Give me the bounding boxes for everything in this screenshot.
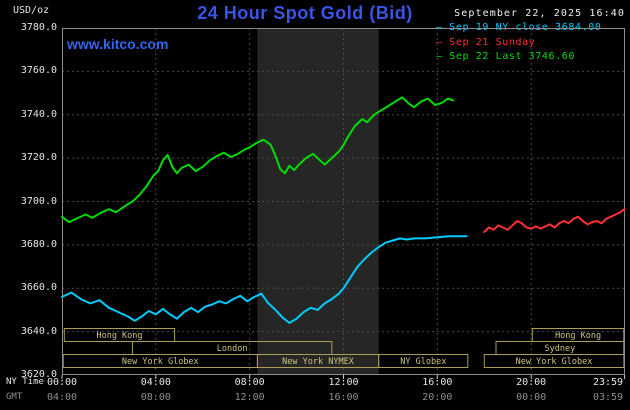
x-axis-tick-label-ny: 12:00 — [328, 377, 359, 388]
session-box — [63, 328, 176, 342]
y-axis-tick-label: 3700.0 — [20, 195, 57, 207]
x-axis-name-gmt: GMT — [6, 392, 23, 402]
legend-item: – Sep 22 Last 3746.60 — [436, 51, 576, 62]
x-axis-name-ny-time: NY Time — [6, 377, 44, 387]
y-axis-tick-label: 3620.0 — [20, 369, 57, 380]
y-axis-tick-label: 3780.0 — [20, 22, 57, 33]
y-axis-tick-label: 3720.0 — [20, 152, 57, 164]
series-sep-19-ny-close — [61, 235, 468, 324]
price-unit-label: USD/oz — [13, 5, 50, 16]
session-box — [483, 354, 625, 368]
chart-title: 24 Hour Spot Gold (Bid) — [197, 3, 413, 23]
x-axis-tick-label-gmt: 16:00 — [328, 392, 359, 403]
kitco-watermark-link[interactable]: www.kitco.com — [67, 36, 169, 52]
session-label: Hong Kong — [555, 331, 601, 341]
x-axis-tick-label-ny: 08:00 — [234, 377, 265, 388]
plot-frame — [62, 28, 625, 375]
session-label: Hong Kong — [96, 331, 142, 341]
y-axis-tick-label: 3660.0 — [20, 282, 57, 294]
y-axis-tick-label: 3640.0 — [20, 325, 57, 337]
x-axis-tick-label-ny: 04:00 — [140, 377, 171, 388]
x-axis-tick-label-gmt: 08:00 — [140, 392, 171, 403]
plot-area: Hong Kong Hong Kong London Sydney New York G… — [61, 28, 626, 379]
series-sep-21-sunday — [483, 208, 626, 233]
session-label: New York NYMEX — [282, 357, 355, 367]
x-axis-tick-label-gmt: 12:00 — [234, 392, 265, 403]
session-box — [378, 354, 469, 368]
y-axis-tick-label: 3740.0 — [20, 108, 57, 120]
session-label: New York Globex — [122, 357, 199, 367]
session-label: Sydney — [545, 344, 576, 354]
legend-item: – Sep 21 Sunday — [436, 36, 536, 48]
chart-datetime: September 22, 2025 16:40 — [454, 8, 625, 19]
x-axis-tick-label-gmt: 00:00 — [516, 392, 547, 403]
legend: – Sep 19 NY close 3684.00 – Sep 21 Sunday… — [436, 21, 602, 65]
y-axis-tick-label: 3680.0 — [20, 238, 57, 250]
series-sep-22-last — [61, 96, 455, 224]
session-label: NY Globex — [400, 357, 446, 367]
y-axis-tick-label: 3760.0 — [20, 65, 57, 77]
legend-item: – Sep 19 NY close 3684.00 — [436, 22, 602, 33]
x-axis-tick-label-gmt: 20:00 — [422, 392, 453, 403]
x-axis-tick-label-gmt: 03:59 — [592, 392, 624, 403]
x-axis-tick-label-gmt: 04:00 — [46, 392, 78, 403]
session-label: New York Globex — [516, 357, 593, 367]
x-axis-tick-label-ny: 00:00 — [46, 377, 78, 388]
x-axis-tick-label-ny: 20:00 — [516, 377, 547, 388]
x-axis-tick-label-ny: 23:59 — [592, 377, 624, 388]
session-label: London — [217, 344, 248, 354]
x-axis-tick-label-ny: 16:00 — [422, 377, 453, 388]
